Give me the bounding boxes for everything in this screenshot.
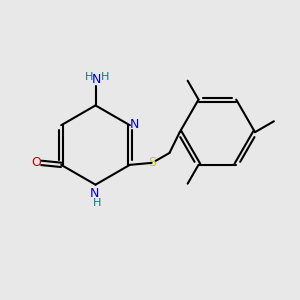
Text: H: H <box>84 72 93 82</box>
Text: N: N <box>90 187 99 200</box>
Text: H: H <box>93 197 102 208</box>
Text: O: O <box>32 156 41 170</box>
Text: H: H <box>101 72 110 82</box>
Text: S: S <box>148 156 157 170</box>
Text: N: N <box>92 73 101 86</box>
Text: N: N <box>130 118 140 131</box>
